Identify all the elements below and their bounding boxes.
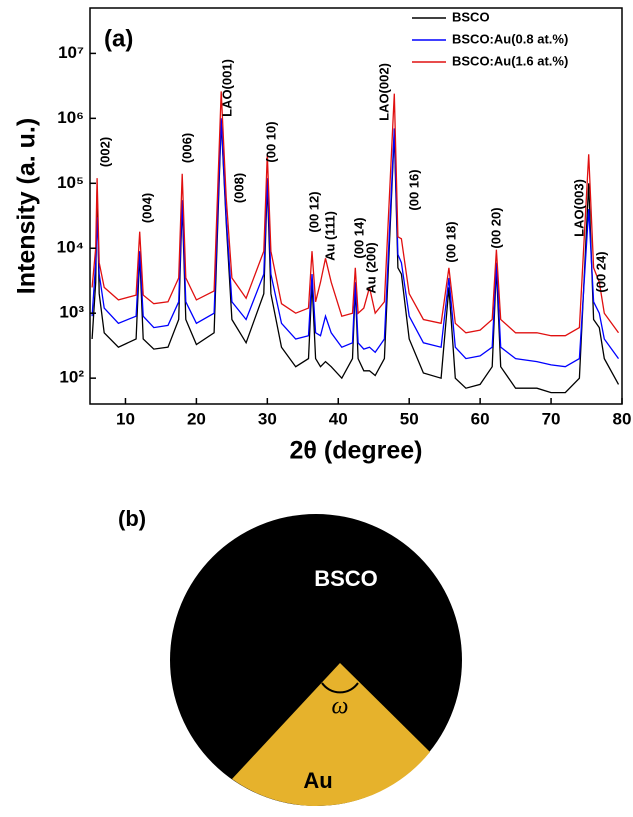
bsco-label: BSCO: [314, 566, 378, 591]
legend-label: BSCO: [452, 9, 490, 24]
x-tick-label: 40: [329, 409, 348, 428]
y-axis-title: Intensity (a. u.): [13, 118, 41, 294]
angle-arc: [321, 682, 359, 694]
series-line: [91, 118, 620, 368]
peak-label: (002): [97, 137, 112, 167]
x-tick-label: 60: [471, 409, 490, 428]
y-tick-label: 10⁷: [58, 43, 84, 62]
diagram: (b) BSCO ω Au: [118, 506, 462, 807]
peak-label: (00 12): [306, 191, 321, 232]
peak-label: LAO(002): [376, 63, 391, 121]
peak-label: LAO(003): [571, 179, 586, 237]
legend-label: BSCO:Au(0.8 at.%): [452, 31, 568, 46]
x-tick-label: 20: [187, 409, 206, 428]
peak-label: (00 20): [488, 207, 503, 248]
series-line: [91, 91, 620, 337]
angle-label: ω: [332, 694, 349, 720]
peak-label: (00 18): [443, 221, 458, 262]
peak-label: (006): [179, 133, 194, 163]
x-tick-label: 30: [258, 409, 277, 428]
peak-label: (00 16): [406, 169, 421, 210]
y-tick-label: 10⁴: [57, 238, 84, 257]
x-tick-label: 70: [542, 409, 561, 428]
y-tick-label: 10²: [59, 368, 84, 387]
au-label: Au: [303, 768, 332, 793]
panel-label: (b): [118, 506, 146, 531]
peak-label: (004): [139, 193, 154, 223]
peak-label: (00 10): [263, 121, 278, 162]
y-tick-label: 10⁵: [57, 173, 84, 192]
y-tick-label: 10³: [59, 303, 84, 322]
plot-frame: [89, 7, 623, 405]
peak-label: Au (111): [322, 211, 337, 261]
x-axis-title: 2θ (degree): [290, 437, 423, 465]
peak-label: (008): [231, 173, 246, 203]
series-line: [91, 121, 620, 394]
panel-label: (a): [104, 25, 133, 52]
x-tick-label: 80: [613, 409, 632, 428]
plot: [91, 91, 620, 394]
peak-label: (00 14): [351, 217, 366, 258]
x-tick-label: 10: [116, 409, 135, 428]
x-tick-label: 50: [400, 409, 419, 428]
legend-label: BSCO:Au(1.6 at.%): [452, 53, 568, 68]
y-tick-label: 10⁶: [57, 108, 84, 127]
au-sector: [232, 663, 430, 807]
peak-label: Au (200): [363, 242, 378, 293]
peak-label: (00 24): [593, 251, 608, 292]
peak-label: LAO(001): [219, 59, 234, 117]
